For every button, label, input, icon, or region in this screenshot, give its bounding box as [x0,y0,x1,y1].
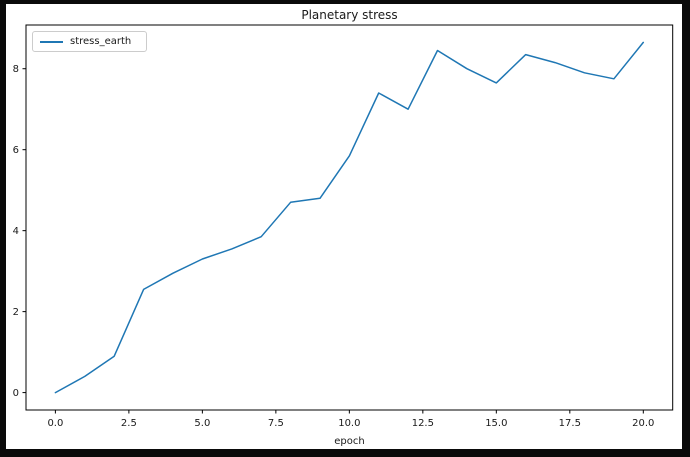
y-tick-label: 4 [13,226,19,237]
x-tick-label: 12.5 [412,418,434,429]
x-tick-label: 17.5 [559,418,581,429]
series-line-stress_earth [54,41,645,394]
x-axis-label: epoch [334,436,365,447]
x-tick-label: 10.0 [338,418,360,429]
y-tick-label: 6 [13,145,19,156]
plot-area: 0.0 2.5 5.0 7.5 10.0 12.5 15.0 17.5 20.0 0 2 4 6 8 [13,24,674,429]
x-tick-label: 5.0 [194,418,210,429]
legend-line-sample-icon [40,40,63,43]
x-tick-label: 20.0 [632,418,654,429]
y-tick-label: 0 [13,388,19,399]
matplotlib-figure: 0.0 2.5 5.0 7.5 10.0 12.5 15.0 17.5 20.0 0 2 4 6 8 Pl… [6,4,682,449]
y-tick-label: 8 [13,64,19,75]
x-tick-label: 15.0 [485,418,507,429]
chart-title: Planetary stress [301,8,398,22]
legend-entry-label: stress_earth [70,36,132,47]
axes-frame [25,24,674,411]
x-tick-label: 2.5 [121,418,137,429]
legend: stress_earth [32,31,147,52]
x-tick-label: 7.5 [268,418,284,429]
x-tick-label: 0.0 [47,418,63,429]
y-tick-label: 2 [13,307,19,318]
